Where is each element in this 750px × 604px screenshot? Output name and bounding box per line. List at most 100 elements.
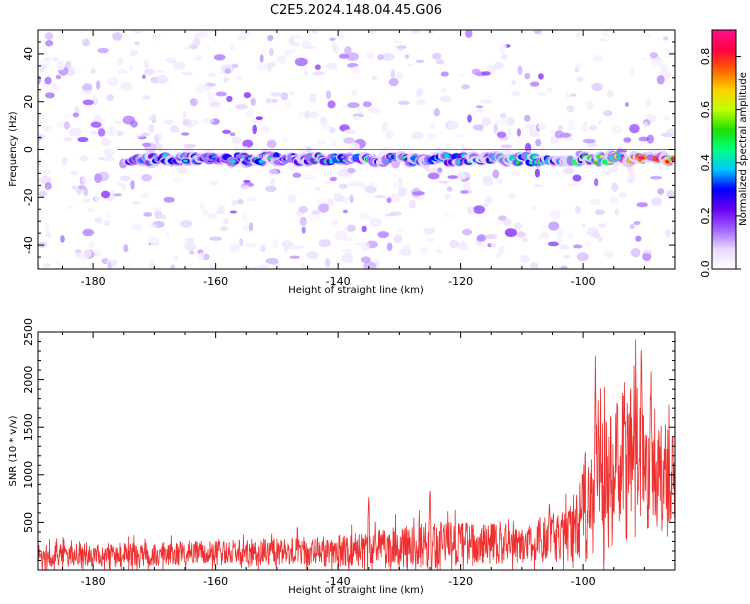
noise-speckle [412, 191, 425, 196]
noise-speckle [614, 208, 620, 216]
y-tick-label: 2500 [22, 318, 35, 346]
noise-speckle [68, 127, 82, 137]
noise-speckle [252, 124, 257, 135]
noise-speckle [435, 59, 445, 65]
noise-speckle [281, 137, 289, 142]
snr-y-axis-label: SNR (10 * v/v) [8, 415, 19, 486]
noise-speckle [649, 52, 658, 58]
noise-speckle [368, 106, 381, 114]
noise-speckle [223, 218, 229, 225]
noise-speckle [516, 128, 522, 137]
noise-speckle [270, 92, 283, 97]
noise-speckle [184, 237, 194, 243]
noise-speckle [42, 124, 53, 132]
noise-speckle [532, 184, 544, 188]
noise-speckle [671, 226, 675, 236]
noise-speckle [415, 59, 425, 63]
noise-speckle [229, 132, 236, 137]
noise-speckle [94, 217, 104, 224]
y-tick-label: 2000 [22, 366, 35, 394]
chart-title: C2E5.2024.148.04.45.G06 [270, 3, 442, 18]
y-tick-label: 0 [22, 146, 35, 153]
noise-speckle [591, 82, 603, 92]
noise-speckle [120, 82, 133, 91]
colorbar-tick-label: 0.6 [699, 101, 712, 119]
noise-speckle [349, 142, 360, 151]
noise-speckle [349, 194, 354, 204]
noise-speckle [556, 238, 563, 244]
noise-speckle [116, 181, 122, 187]
noise-speckle [180, 219, 193, 228]
noise-speckle [404, 54, 410, 59]
x-tick-label: -160 [203, 575, 228, 588]
noise-speckle [324, 258, 331, 268]
noise-speckle [190, 44, 198, 50]
noise-speckle [321, 122, 331, 130]
noise-speckle [548, 221, 560, 231]
noise-speckle [228, 242, 241, 253]
noise-speckle [157, 144, 164, 153]
colorbar-tick-label: 0.4 [699, 154, 712, 172]
noise-speckle [662, 48, 674, 59]
noise-speckle [524, 142, 532, 153]
noise-speckle [302, 39, 311, 49]
noise-speckle [173, 177, 184, 183]
noise-speckle [554, 130, 564, 139]
noise-speckle [165, 231, 170, 238]
colorbar-label: Normalized spectral amplitude [738, 72, 749, 226]
noise-speckle [107, 126, 117, 137]
noise-speckle [411, 30, 421, 34]
y-tick-label: 1000 [22, 461, 35, 489]
noise-speckle [172, 61, 186, 71]
noise-speckle [307, 212, 321, 222]
noise-speckle [345, 251, 352, 258]
noise-speckle [477, 108, 485, 113]
noise-speckle [358, 212, 371, 221]
noise-speckle [134, 41, 141, 46]
noise-speckle [269, 48, 274, 57]
colorbar-ticks: 0.0 0.2 0.4 0.6 0.8 [699, 48, 741, 278]
noise-speckle [481, 71, 491, 76]
noise-speckle [393, 234, 403, 244]
noise-speckle [344, 49, 350, 55]
y-tick-label: 40 [22, 47, 35, 61]
x-tick-label: -120 [448, 575, 473, 588]
noise-speckle [471, 68, 481, 76]
noise-speckle [271, 98, 278, 103]
noise-speckle [549, 209, 561, 219]
noise-speckle [231, 200, 239, 206]
noise-speckle [194, 56, 203, 61]
noise-speckle [101, 190, 111, 199]
y-tick-label: 500 [22, 512, 35, 533]
noise-speckle [303, 70, 309, 77]
noise-speckle [338, 53, 349, 59]
noise-speckle [576, 184, 583, 188]
noise-speckle [662, 36, 669, 41]
noise-speckle [438, 180, 449, 184]
noise-speckle [318, 203, 329, 213]
noise-speckle [659, 63, 668, 72]
noise-speckle [326, 198, 334, 207]
noise-speckle [189, 119, 199, 126]
noise-speckle [573, 244, 583, 249]
noise-speckle [104, 211, 111, 218]
noise-speckle [389, 193, 401, 203]
noise-speckle [563, 167, 575, 174]
noise-speckle [142, 95, 151, 100]
noise-speckle [260, 47, 267, 56]
colorbar-bar [711, 29, 737, 270]
noise-speckle [242, 211, 248, 222]
noise-speckle [250, 97, 256, 106]
noise-speckle [384, 213, 396, 217]
spectrogram-ticks: -180 -160 -140 -120 -100 -40 -20 0 20 40 [22, 30, 676, 288]
noise-speckle [88, 241, 94, 249]
noise-speckle [201, 118, 215, 124]
noise-speckle [287, 193, 297, 204]
noise-speckle [340, 249, 354, 253]
noise-speckle [270, 178, 276, 186]
noise-speckle [433, 108, 440, 117]
noise-speckle [78, 185, 86, 190]
noise-speckle [94, 173, 103, 184]
noise-speckle [266, 139, 277, 149]
